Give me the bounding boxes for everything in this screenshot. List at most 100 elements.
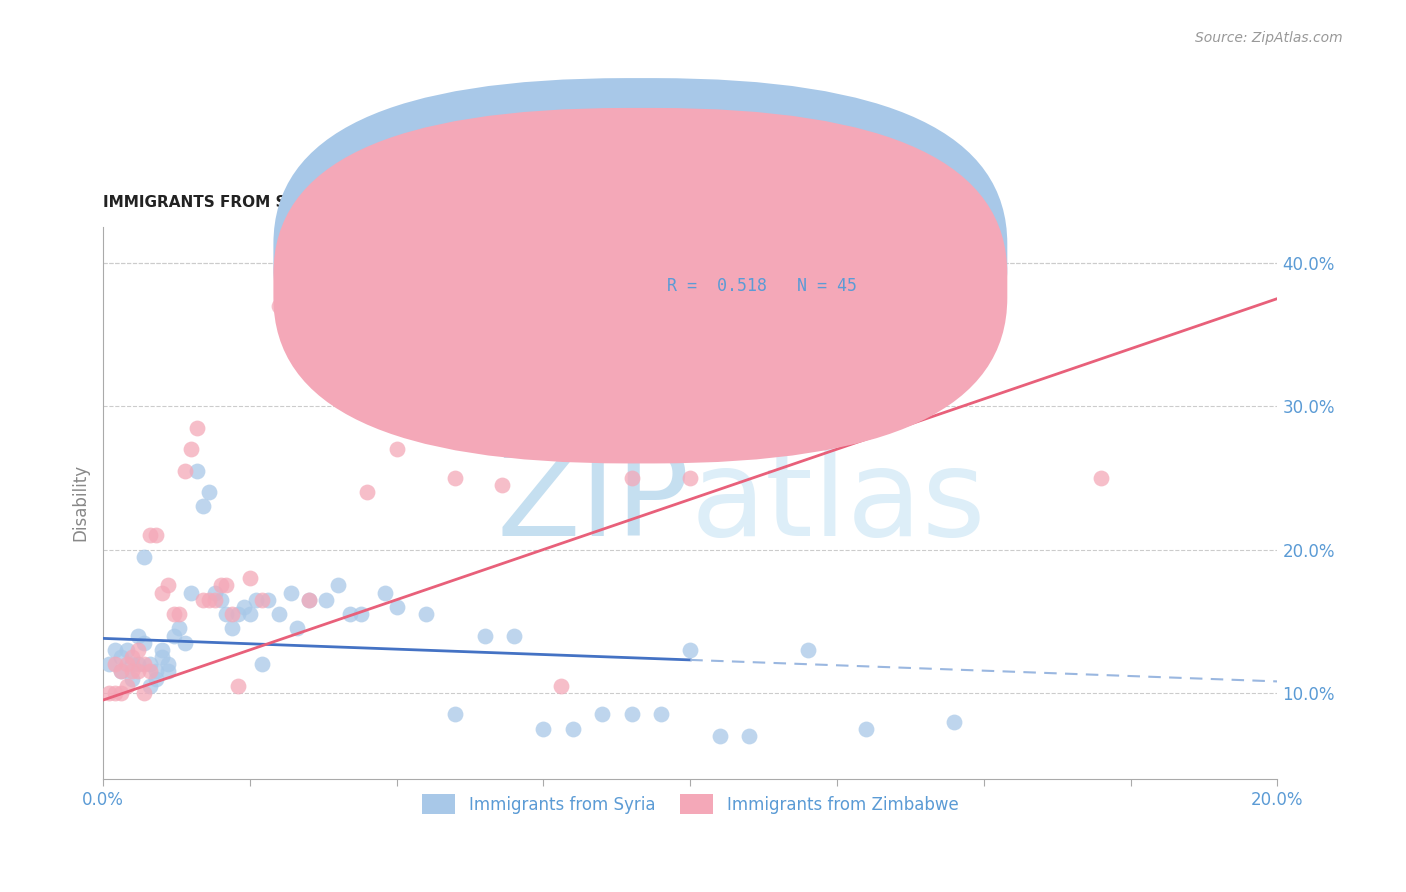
Point — [679, 471, 702, 485]
Point — [221, 621, 243, 635]
Point — [145, 665, 167, 679]
Y-axis label: Disability: Disability — [72, 465, 89, 541]
Point — [474, 628, 496, 642]
Point — [198, 485, 221, 500]
Point — [121, 665, 143, 679]
Point — [415, 607, 437, 621]
Point — [139, 528, 162, 542]
Point — [444, 471, 467, 485]
Point — [350, 607, 373, 621]
Point — [127, 628, 149, 642]
Point — [1090, 471, 1112, 485]
Point — [98, 657, 121, 672]
Point — [110, 665, 132, 679]
Point — [215, 607, 238, 621]
Point — [156, 665, 179, 679]
FancyBboxPatch shape — [273, 78, 1007, 434]
Point — [250, 592, 273, 607]
Point — [145, 672, 167, 686]
Point — [239, 607, 262, 621]
Point — [298, 592, 321, 607]
Point — [796, 643, 818, 657]
Point — [285, 621, 308, 635]
Point — [315, 370, 337, 384]
Point — [139, 679, 162, 693]
Point — [127, 657, 149, 672]
Point — [245, 592, 267, 607]
Point — [150, 643, 173, 657]
Point — [215, 578, 238, 592]
Point — [191, 592, 214, 607]
Point — [110, 686, 132, 700]
Point — [104, 686, 127, 700]
Point — [738, 729, 761, 743]
Point — [415, 370, 437, 384]
Point — [385, 599, 408, 614]
Point — [127, 665, 149, 679]
Point — [186, 464, 208, 478]
Point — [150, 585, 173, 599]
Point — [385, 442, 408, 457]
Point — [239, 571, 262, 585]
Point — [679, 643, 702, 657]
Point — [180, 585, 202, 599]
Point — [115, 679, 138, 693]
Point — [280, 585, 302, 599]
Point — [503, 628, 526, 642]
Point — [134, 657, 156, 672]
Point — [104, 657, 127, 672]
Point — [326, 578, 349, 592]
Point — [121, 672, 143, 686]
Point — [591, 707, 613, 722]
Point — [226, 607, 249, 621]
Point — [104, 643, 127, 657]
Point — [121, 650, 143, 665]
Point — [139, 665, 162, 679]
Point — [156, 578, 179, 592]
Point — [709, 729, 731, 743]
Point — [110, 665, 132, 679]
Point — [256, 592, 278, 607]
Point — [115, 643, 138, 657]
Point — [134, 636, 156, 650]
Point — [110, 650, 132, 665]
Point — [180, 442, 202, 457]
Point — [169, 607, 191, 621]
Point — [550, 679, 572, 693]
FancyBboxPatch shape — [614, 241, 896, 304]
Point — [209, 578, 232, 592]
Point — [174, 464, 197, 478]
Point — [444, 707, 467, 722]
Text: R = -0.053   N =  61: R = -0.053 N = 61 — [666, 247, 866, 265]
Point — [269, 299, 291, 313]
Point — [250, 657, 273, 672]
Point — [134, 686, 156, 700]
Point — [339, 607, 361, 621]
Point — [139, 657, 162, 672]
Point — [943, 714, 966, 729]
Point — [162, 628, 184, 642]
Point — [121, 657, 143, 672]
Point — [186, 420, 208, 434]
Point — [98, 686, 121, 700]
Point — [855, 722, 877, 736]
Point — [198, 592, 221, 607]
Point — [204, 585, 226, 599]
Point — [191, 500, 214, 514]
Point — [269, 607, 291, 621]
Point — [620, 471, 643, 485]
Point — [620, 707, 643, 722]
Point — [491, 478, 513, 492]
Point — [204, 592, 226, 607]
Point — [156, 657, 179, 672]
Point — [298, 592, 321, 607]
Point — [150, 650, 173, 665]
Point — [561, 722, 583, 736]
Point — [533, 722, 555, 736]
Text: atlas: atlas — [690, 444, 986, 561]
Point — [209, 592, 232, 607]
Legend: Immigrants from Syria, Immigrants from Zimbabwe: Immigrants from Syria, Immigrants from Z… — [415, 788, 966, 821]
Text: R =  0.518   N = 45: R = 0.518 N = 45 — [666, 277, 856, 294]
Point — [374, 585, 396, 599]
Text: Source: ZipAtlas.com: Source: ZipAtlas.com — [1195, 31, 1343, 45]
